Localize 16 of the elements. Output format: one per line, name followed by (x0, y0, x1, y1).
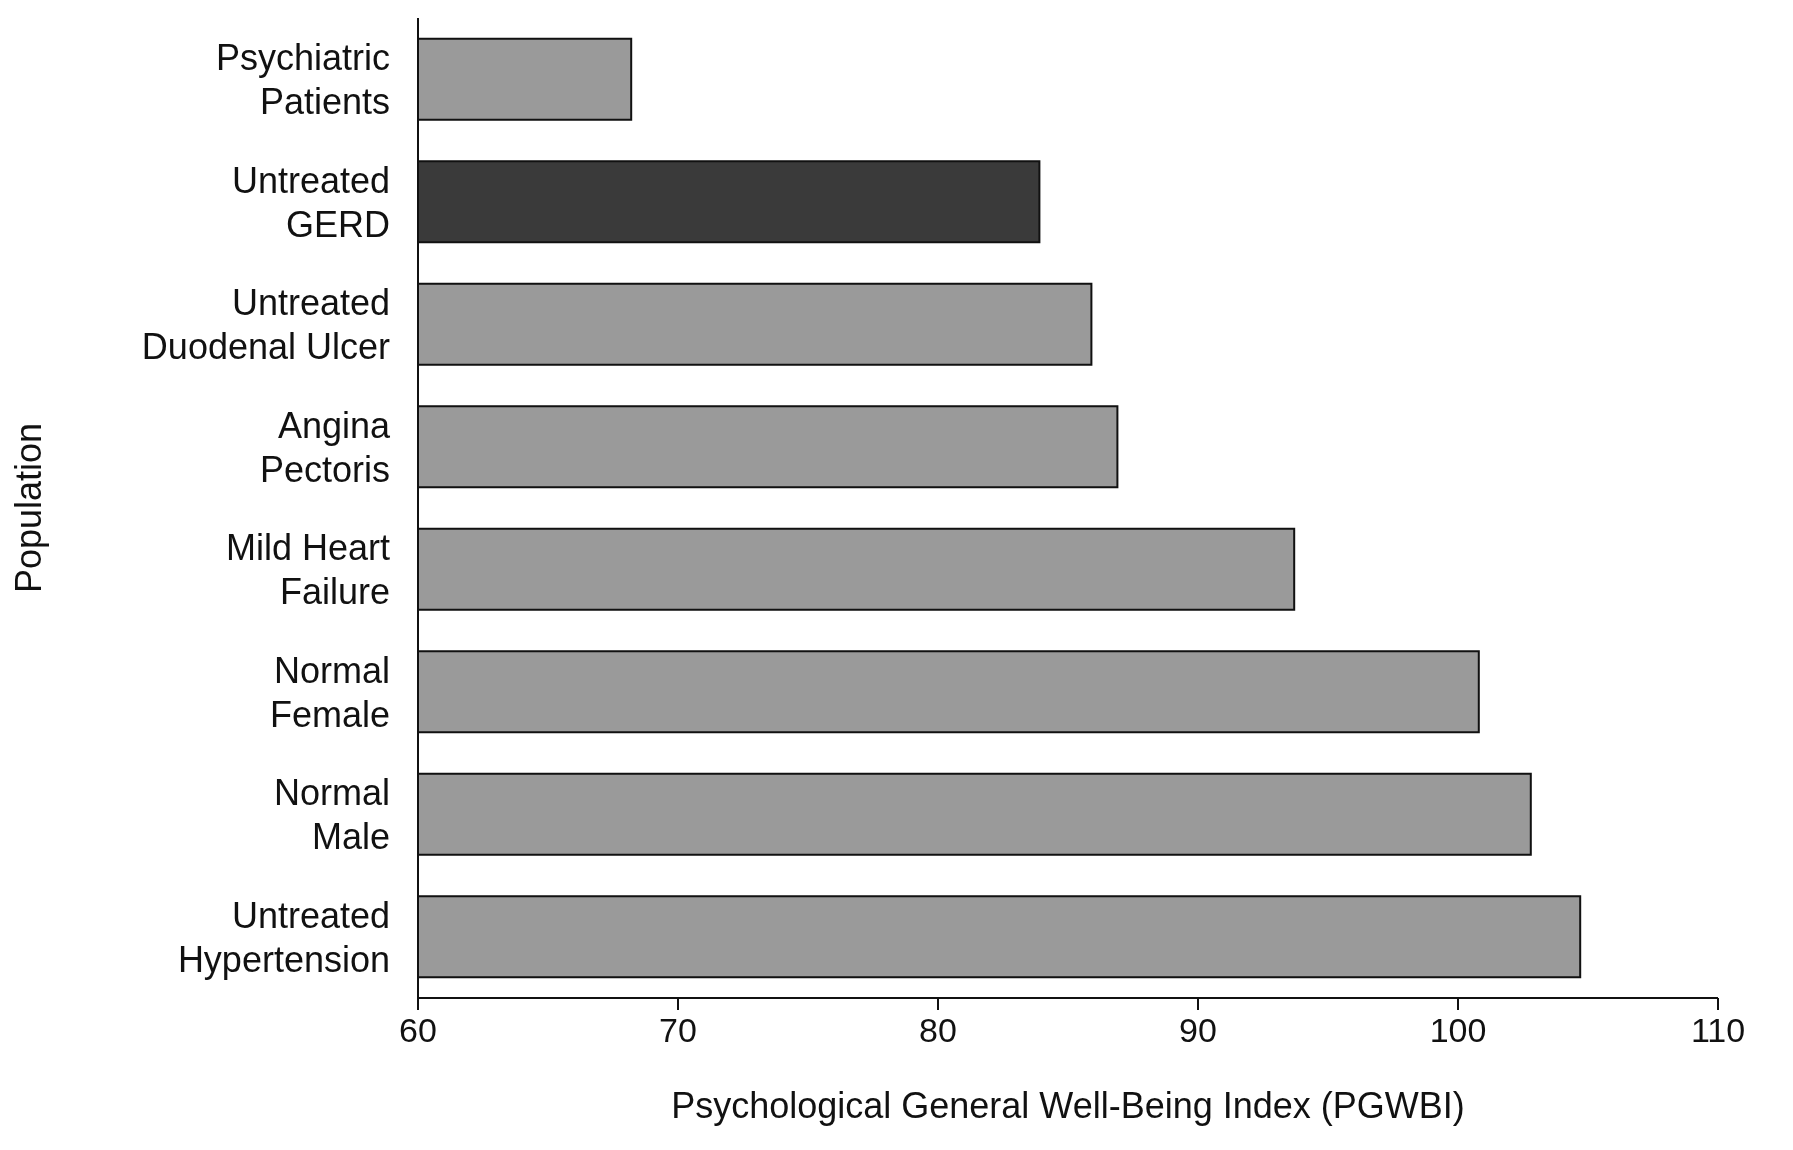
y-tick-label: Untreated Duodenal Ulcer (141, 281, 390, 367)
y-tick-label: Normal Female (269, 649, 390, 735)
y-axis-title: Population (7, 422, 49, 594)
y-tick-label: Normal Male (273, 771, 390, 857)
y-tick-label: Untreated GERD (231, 159, 390, 245)
y-tick-label: Untreated Hypertension (177, 894, 390, 980)
x-tick-label: 70 (659, 1011, 697, 1050)
x-tick-label: 80 (919, 1011, 957, 1050)
y-tick-label: Angina Pectoris (259, 404, 391, 490)
x-tick-label: 90 (1179, 1011, 1217, 1050)
y-tick-label: Mild Heart Failure (225, 526, 390, 612)
x-tick-label: 60 (399, 1011, 437, 1050)
y-tick-label: Psychiatric Patients (215, 36, 390, 122)
x-tick-label: 110 (1690, 1011, 1746, 1050)
x-tick-label: 100 (1429, 1011, 1487, 1050)
x-axis-title: Psychological General Well-Being Index (PGWBI) (671, 1085, 1465, 1126)
